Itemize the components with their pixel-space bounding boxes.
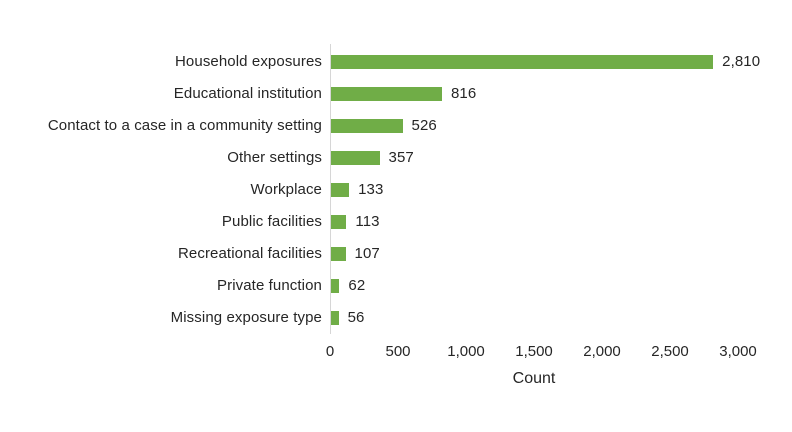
category-label: Other settings (227, 149, 322, 166)
x-tick-label: 1,500 (515, 343, 553, 360)
value-label: 816 (450, 85, 477, 102)
x-tick-label: 2,500 (651, 343, 689, 360)
category-label: Recreational facilities (177, 245, 322, 262)
category-label: Missing exposure type (170, 309, 322, 326)
x-tick-label: 1,000 (447, 343, 485, 360)
bar (331, 215, 347, 229)
y-axis-line (330, 44, 331, 334)
bar (331, 247, 346, 261)
category-label: Household exposures (175, 53, 322, 70)
category-label: Private function (217, 277, 322, 294)
bar (331, 279, 340, 293)
value-label: 113 (355, 213, 380, 230)
bar (331, 183, 350, 197)
bar (331, 87, 442, 101)
x-tick-label: 2,000 (583, 343, 621, 360)
bar (331, 151, 380, 165)
value-label: 133 (358, 181, 384, 198)
category-label: Educational institution (173, 85, 322, 102)
category-label: Public facilities (221, 213, 322, 230)
bar (331, 55, 714, 69)
x-axis-title: Count (512, 370, 556, 387)
x-tick-label: 500 (385, 343, 411, 360)
x-tick-label: 3,000 (719, 343, 757, 360)
category-label: Workplace (250, 181, 322, 198)
value-label: 62 (348, 277, 366, 294)
value-label: 526 (411, 117, 437, 134)
value-label: 2,810 (722, 53, 761, 70)
value-label: 107 (354, 245, 380, 262)
category-label: Contact to a case in a community setting (47, 117, 322, 134)
value-label: 357 (388, 149, 414, 166)
x-tick-label: 0 (325, 343, 335, 360)
value-label: 56 (347, 309, 365, 326)
bar (331, 119, 403, 133)
bar (331, 311, 339, 325)
